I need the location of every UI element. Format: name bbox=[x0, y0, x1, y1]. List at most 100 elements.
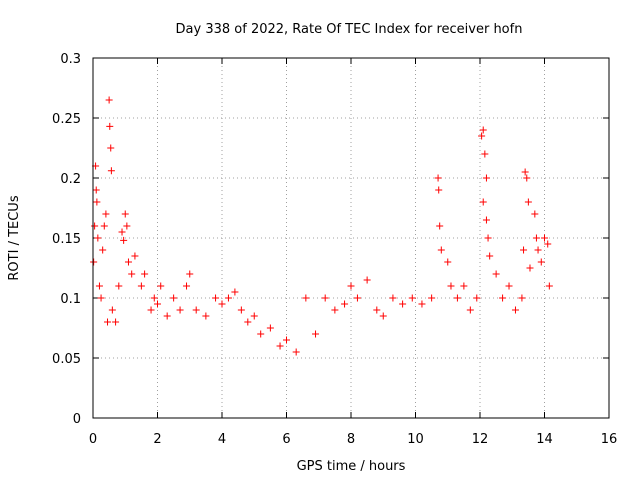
data-point bbox=[479, 198, 487, 206]
data-point bbox=[176, 306, 184, 314]
data-point bbox=[257, 330, 265, 338]
y-tick-label: 0 bbox=[73, 412, 81, 427]
data-point bbox=[147, 306, 155, 314]
data-point bbox=[479, 126, 487, 134]
data-point bbox=[524, 198, 532, 206]
data-point bbox=[526, 264, 534, 272]
data-point bbox=[541, 234, 548, 242]
data-point bbox=[283, 336, 290, 344]
data-point bbox=[99, 246, 107, 254]
axis-ticks: 0 2 4 6 8 10 12 14 16 0 0.05 0.1 0.15 0.2 0.25 0.3 bbox=[52, 52, 617, 447]
data-point bbox=[523, 174, 531, 182]
data-point bbox=[444, 258, 452, 266]
data-point bbox=[447, 282, 455, 290]
x-tick-label: 8 bbox=[347, 432, 355, 447]
data-point bbox=[150, 294, 158, 302]
data-point bbox=[353, 294, 361, 302]
y-tick-label: 0.2 bbox=[60, 172, 81, 187]
data-point bbox=[121, 210, 129, 218]
x-tick-label: 4 bbox=[218, 432, 226, 447]
data-point bbox=[534, 246, 542, 254]
plot-border bbox=[92, 57, 610, 419]
data-point bbox=[128, 270, 136, 278]
data-point bbox=[123, 222, 131, 230]
data-point bbox=[97, 294, 105, 302]
data-point bbox=[154, 300, 161, 308]
data-point bbox=[170, 294, 178, 302]
data-point bbox=[231, 288, 239, 296]
y-tick-label: 0.15 bbox=[52, 232, 81, 247]
x-tick-label: 14 bbox=[536, 432, 553, 447]
data-point bbox=[341, 300, 349, 308]
x-tick-label: 2 bbox=[153, 432, 161, 447]
data-point bbox=[511, 306, 519, 314]
data-point bbox=[95, 282, 103, 290]
data-point bbox=[363, 276, 371, 284]
data-point bbox=[292, 348, 300, 356]
data-point bbox=[107, 144, 115, 152]
data-point bbox=[131, 252, 139, 260]
data-point bbox=[482, 216, 490, 224]
data-point bbox=[163, 312, 171, 320]
data-point bbox=[115, 282, 123, 290]
data-point bbox=[545, 282, 553, 290]
data-point bbox=[94, 234, 102, 242]
data-point bbox=[347, 282, 355, 290]
data-point bbox=[186, 270, 194, 278]
data-point bbox=[118, 228, 126, 236]
data-point bbox=[266, 324, 274, 332]
data-point bbox=[108, 306, 116, 314]
data-point bbox=[250, 312, 258, 320]
data-point bbox=[460, 282, 468, 290]
x-tick-label: 10 bbox=[407, 432, 424, 447]
data-point bbox=[157, 282, 165, 290]
data-point bbox=[492, 270, 500, 278]
data-point bbox=[453, 294, 461, 302]
data-point bbox=[537, 258, 545, 266]
data-point bbox=[434, 174, 442, 182]
grid bbox=[93, 58, 609, 418]
data-point bbox=[486, 252, 494, 260]
x-tick-label: 12 bbox=[472, 432, 489, 447]
x-tick-label: 0 bbox=[89, 432, 97, 447]
data-point bbox=[104, 318, 112, 326]
data-point bbox=[505, 282, 513, 290]
y-tick-label: 0.3 bbox=[60, 52, 81, 67]
y-axis-label: ROTI / TECUs bbox=[7, 195, 22, 280]
data-point bbox=[321, 294, 329, 302]
data-point bbox=[473, 294, 481, 302]
data-point bbox=[141, 270, 149, 278]
data-point bbox=[212, 294, 220, 302]
data-point bbox=[100, 222, 108, 230]
data-point bbox=[482, 174, 490, 182]
data-point bbox=[478, 132, 486, 140]
data-point bbox=[389, 294, 397, 302]
data-point bbox=[532, 234, 540, 242]
data-point bbox=[331, 306, 339, 314]
y-tick-label: 0.25 bbox=[52, 112, 81, 127]
data-point bbox=[399, 300, 407, 308]
data-point bbox=[237, 306, 245, 314]
data-point bbox=[202, 312, 210, 320]
data-point bbox=[499, 294, 507, 302]
data-point bbox=[521, 168, 529, 176]
data-point bbox=[112, 318, 120, 326]
x-axis-label: GPS time / hours bbox=[297, 459, 406, 474]
data-point bbox=[373, 306, 381, 314]
data-point bbox=[183, 282, 191, 290]
data-point bbox=[120, 236, 128, 244]
y-tick-label: 0.05 bbox=[52, 352, 81, 367]
data-point bbox=[244, 318, 252, 326]
data-point bbox=[484, 234, 492, 242]
data-point bbox=[312, 330, 320, 338]
data-point bbox=[531, 210, 539, 218]
data-point bbox=[435, 186, 443, 194]
chart-title: Day 338 of 2022, Rate Of TEC Index for r… bbox=[176, 22, 523, 37]
data-point bbox=[90, 258, 98, 266]
data-point bbox=[276, 342, 284, 350]
data-point bbox=[379, 312, 387, 320]
y-tick-label: 0.1 bbox=[60, 292, 81, 307]
data-point bbox=[520, 246, 528, 254]
data-point bbox=[218, 300, 226, 308]
